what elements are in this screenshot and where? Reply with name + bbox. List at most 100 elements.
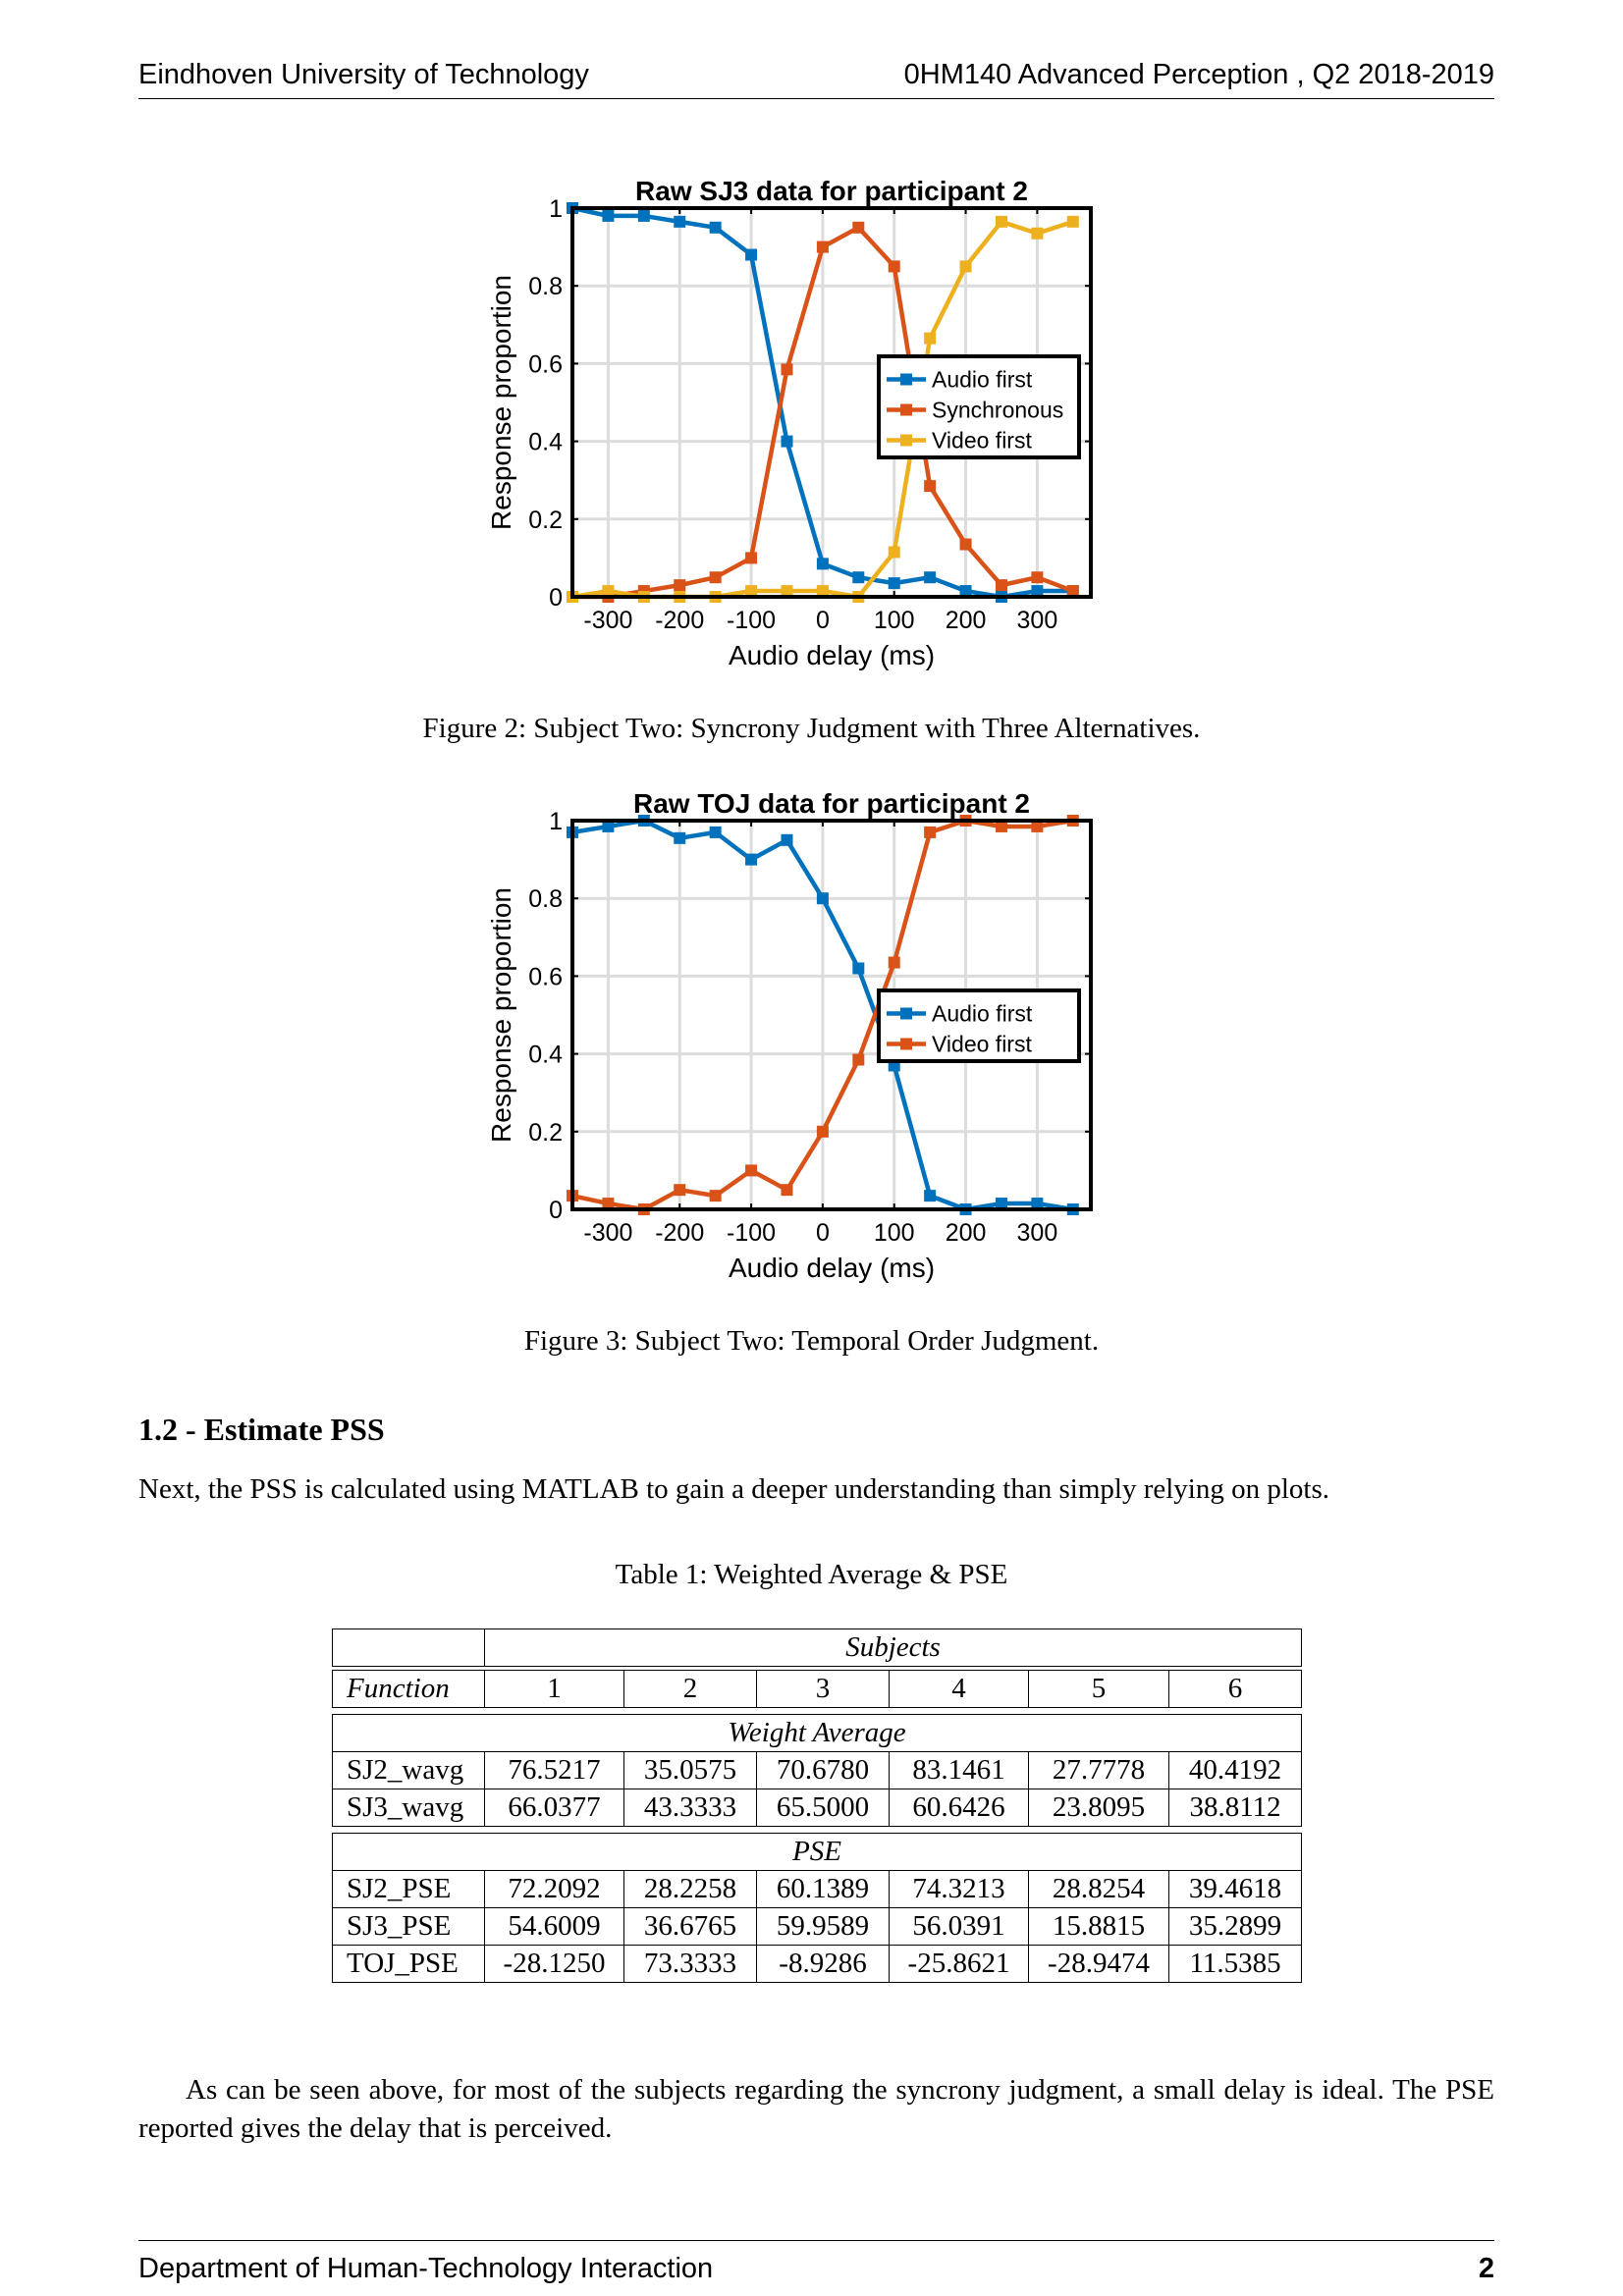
data-point bbox=[1066, 585, 1079, 598]
data-point bbox=[816, 585, 829, 598]
table-cell: 66.0377 bbox=[484, 1789, 624, 1827]
table-header-row: Subjects bbox=[332, 1629, 1303, 1667]
table-cell: 60.6426 bbox=[889, 1789, 1029, 1827]
table-cell: 65.5000 bbox=[756, 1789, 890, 1827]
data-point bbox=[781, 585, 793, 598]
data-point bbox=[674, 215, 686, 228]
table-cell: 83.1461 bbox=[889, 1751, 1029, 1789]
x-tick-label: -100 bbox=[727, 607, 776, 634]
header-course: 0HM140 Advanced Perception , Q2 2018-201… bbox=[903, 59, 1494, 90]
table-row: SJ2_wavg 76.5217 35.0575 70.6780 83.1461… bbox=[332, 1751, 1303, 1789]
table-cell: 35.0575 bbox=[623, 1751, 757, 1789]
data-point bbox=[709, 221, 722, 234]
table-cell: 54.6009 bbox=[484, 1907, 624, 1946]
x-tick-label: 300 bbox=[1017, 607, 1058, 634]
table-cell: 27.7778 bbox=[1028, 1751, 1169, 1789]
sj3-chart: -300 -200 -100 0 100 200 300 0 0.2 0.4 0.6 0.8 1 Audi… bbox=[486, 176, 1093, 670]
table-cell: 36.6765 bbox=[623, 1907, 757, 1946]
legend-marker bbox=[900, 1038, 912, 1050]
table-cell: 60.1389 bbox=[756, 1870, 890, 1908]
x-tick-label: -300 bbox=[583, 1219, 632, 1247]
row-label: SJ3_PSE bbox=[332, 1907, 485, 1946]
x-tick-label: 200 bbox=[946, 1219, 987, 1247]
y-axis-label: Response proportion bbox=[486, 275, 516, 530]
data-point bbox=[852, 221, 865, 234]
page-number: 2 bbox=[1478, 2253, 1494, 2284]
data-point bbox=[959, 538, 972, 551]
data-point bbox=[602, 820, 615, 832]
y-axis-label: Response proportion bbox=[486, 887, 516, 1143]
footer-department: Department of Human-Technology Interacti… bbox=[138, 2253, 714, 2284]
table-cell: 76.5217 bbox=[484, 1751, 624, 1789]
y-tick-label: 0.2 bbox=[528, 1119, 563, 1147]
data-point bbox=[745, 552, 758, 564]
data-point bbox=[888, 546, 900, 559]
data-point bbox=[745, 1164, 758, 1177]
data-point bbox=[745, 248, 758, 261]
table-cell: 15.8815 bbox=[1028, 1907, 1169, 1946]
data-point bbox=[852, 1053, 865, 1066]
table-cell: 38.8112 bbox=[1167, 1789, 1303, 1827]
data-point bbox=[852, 571, 865, 584]
data-point bbox=[709, 1190, 722, 1202]
table-cell: 70.6780 bbox=[756, 1751, 890, 1789]
data-point bbox=[816, 558, 829, 570]
y-tick-label: 0.4 bbox=[528, 1041, 563, 1069]
table-row: SJ3_wavg 66.0377 43.3333 65.5000 60.6426… bbox=[332, 1789, 1303, 1827]
row-label: SJ2_PSE bbox=[332, 1870, 485, 1908]
y-tick-label: 0.4 bbox=[528, 429, 563, 456]
data-point bbox=[924, 1190, 937, 1202]
data-point bbox=[995, 215, 1007, 228]
legend-label: Audio first bbox=[932, 367, 1033, 393]
data-point bbox=[745, 585, 758, 598]
group-title-row: PSE bbox=[331, 1833, 1303, 1871]
section-intro: Next, the PSS is calculated using MATLAB… bbox=[138, 1473, 1329, 1505]
table-cell: 11.5385 bbox=[1167, 1945, 1303, 1983]
data-point bbox=[995, 820, 1007, 832]
data-point bbox=[816, 240, 829, 253]
table-cell: -28.1250 bbox=[484, 1945, 624, 1983]
table-cell: 72.2092 bbox=[484, 1870, 624, 1908]
data-point bbox=[816, 1125, 829, 1138]
data-point bbox=[1031, 1198, 1044, 1210]
group-title: Weight Average bbox=[331, 1714, 1303, 1752]
table-cell: 39.4618 bbox=[1167, 1870, 1303, 1908]
table-row: SJ2_PSE 72.2092 28.2258 60.1389 74.3213 … bbox=[332, 1870, 1303, 1908]
x-tick-label: 0 bbox=[816, 607, 830, 634]
data-point bbox=[637, 209, 650, 222]
results-table: Subjects Function 1 2 3 4 5 6 Weight Ave… bbox=[331, 1629, 1303, 1983]
y-tick-label: 0.6 bbox=[528, 963, 563, 990]
y-tick-label: 0.8 bbox=[528, 273, 563, 300]
data-point bbox=[674, 579, 686, 592]
data-point bbox=[995, 1198, 1007, 1210]
function-header: Function bbox=[332, 1670, 485, 1708]
subject-col: 3 bbox=[756, 1670, 890, 1708]
x-tick-label: 300 bbox=[1017, 1219, 1058, 1247]
table-column-row: Function 1 2 3 4 5 6 bbox=[332, 1670, 1303, 1708]
data-point bbox=[1031, 571, 1044, 584]
x-tick-label: -100 bbox=[727, 1219, 776, 1247]
chart-title: Raw SJ3 data for participant 2 bbox=[635, 176, 1028, 206]
data-point bbox=[852, 962, 865, 975]
table-cell: 28.2258 bbox=[623, 1870, 757, 1908]
y-tick-label: 0.6 bbox=[528, 350, 563, 378]
data-point bbox=[924, 571, 937, 584]
group-title-row: Weight Average bbox=[331, 1714, 1303, 1752]
data-point bbox=[888, 260, 900, 273]
data-point bbox=[674, 1184, 686, 1197]
data-point bbox=[781, 435, 793, 448]
data-point bbox=[781, 363, 793, 376]
x-tick-label: -300 bbox=[583, 607, 632, 634]
data-point bbox=[602, 209, 615, 222]
legend-label: Audio first bbox=[932, 1001, 1033, 1027]
row-label: SJ2_wavg bbox=[332, 1751, 485, 1789]
legend-marker bbox=[900, 1007, 912, 1020]
legend-marker bbox=[900, 434, 912, 447]
data-point bbox=[1031, 820, 1044, 832]
data-point bbox=[959, 260, 972, 273]
x-tick-label: -200 bbox=[655, 1219, 704, 1247]
x-axis-label: Audio delay (ms) bbox=[729, 640, 935, 670]
subjects-header: Subjects bbox=[483, 1629, 1303, 1667]
subject-col: 5 bbox=[1028, 1670, 1169, 1708]
legend-label: Synchronous bbox=[932, 398, 1063, 423]
